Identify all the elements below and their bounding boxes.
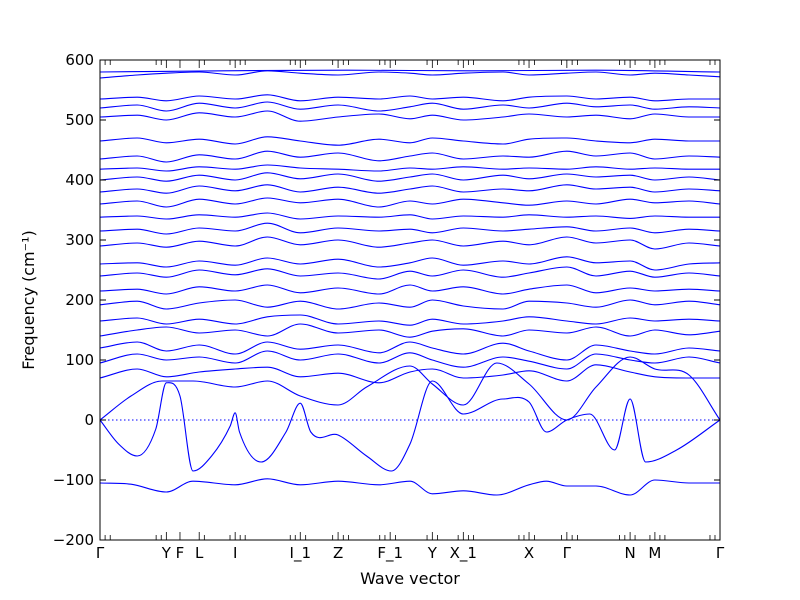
x-tick-label: Y [427, 544, 438, 562]
y-axis-label: Frequency (cm⁻¹) [19, 230, 38, 369]
y-tick-label: −200 [53, 531, 94, 549]
band-line-18 [99, 172, 721, 182]
x-tick-label: I [233, 544, 237, 562]
band-line-7 [99, 323, 721, 338]
x-tick-label: Γ [716, 544, 725, 562]
band-line-5 [99, 350, 721, 370]
x-tick-label: Γ [563, 544, 572, 562]
band-line-23 [99, 101, 721, 112]
x-tick-label: X [524, 544, 534, 562]
band-line-12 [99, 256, 721, 271]
band-line-25 [99, 70, 721, 79]
y-tick-label: −100 [53, 471, 94, 489]
x-axis-ticks: Γ Y F L I I_1 Z F_1 Y X_1 X Γ N M Γ [96, 60, 725, 563]
y-tick-label: 400 [65, 171, 94, 189]
band-line-1 [99, 478, 720, 496]
x-tick-label: Γ [96, 544, 105, 562]
x-tick-label: F_1 [377, 544, 403, 563]
band-line-4 [99, 364, 720, 384]
y-tick-label: 100 [65, 351, 94, 369]
x-tick-label: X_1 [450, 544, 477, 563]
band-lines [99, 69, 721, 496]
band-line-13 [99, 236, 721, 250]
band-line-6 [99, 341, 721, 361]
band-line-22 [99, 110, 720, 122]
y-tick-label: 200 [65, 291, 94, 309]
band-line-9 [99, 299, 721, 310]
band-line-2 [99, 380, 721, 472]
band-line-24 [99, 94, 720, 102]
band-line-10 [99, 284, 721, 295]
band-line-3 [99, 356, 721, 421]
band-line-19 [99, 164, 720, 172]
band-line-21 [99, 136, 720, 146]
band-line-26 [99, 69, 721, 73]
x-tick-label: N [624, 544, 635, 562]
band-line-16 [99, 197, 721, 208]
x-tick-label: L [195, 544, 204, 562]
x-tick-label: M [648, 544, 661, 562]
y-tick-label: 600 [65, 51, 94, 69]
x-axis-label: Wave vector [360, 569, 460, 588]
y-axis-ticks: −200 −100 0 100 200 300 400 500 600 [53, 51, 720, 549]
band-line-20 [99, 150, 721, 163]
x-tick-label: Y [161, 544, 172, 562]
x-tick-label: Z [333, 544, 343, 562]
x-tick-label: F [176, 544, 185, 562]
y-tick-label: 0 [84, 411, 94, 429]
x-tick-label: I_1 [290, 544, 311, 563]
band-line-11 [99, 266, 721, 280]
band-line-8 [99, 314, 721, 326]
y-tick-label: 500 [65, 111, 94, 129]
band-line-14 [99, 222, 721, 235]
band-line-15 [99, 212, 720, 220]
y-tick-label: 300 [65, 231, 94, 249]
band-line-17 [99, 184, 721, 194]
